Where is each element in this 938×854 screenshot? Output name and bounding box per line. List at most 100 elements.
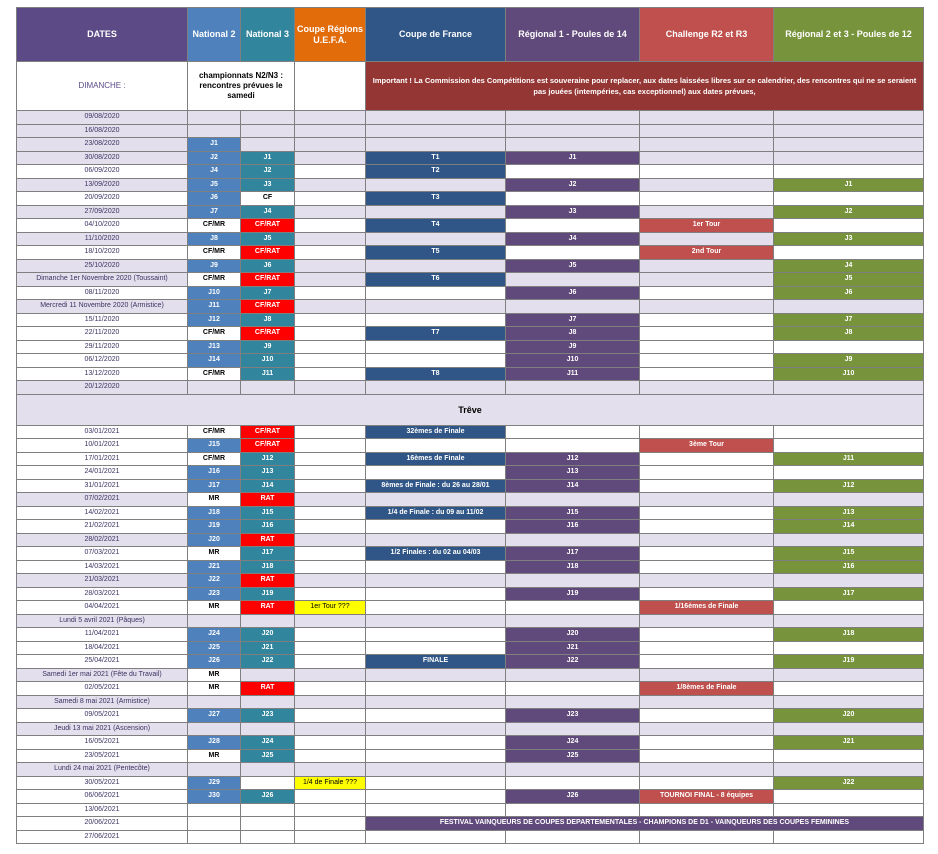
coupe-de-france-cell <box>365 829 506 844</box>
national3-cell: J26 <box>240 789 295 804</box>
coupe-de-france-cell <box>365 258 506 273</box>
challenge-cell: 3ème Tour <box>639 438 774 453</box>
coupe-de-france-cell <box>365 586 506 601</box>
regional23-cell <box>773 299 924 314</box>
coupe-regions-cell <box>294 748 366 763</box>
national3-cell: J12 <box>240 451 295 466</box>
table-row: 16/05/2021 J28 J24 J24 J21 <box>16 735 924 750</box>
coupe-de-france-cell <box>365 137 506 152</box>
header-regional1: Régional 1 - Poules de 14 <box>505 7 640 62</box>
coupe-regions-cell <box>294 546 366 561</box>
coupe-de-france-cell <box>365 532 506 547</box>
date-cell: 20/12/2020 <box>16 380 188 395</box>
coupe-de-france-cell: T6 <box>365 272 506 287</box>
date-cell: 11/10/2020 <box>16 231 188 246</box>
date-cell: 23/08/2020 <box>16 137 188 152</box>
national2-cell: J17 <box>187 478 241 493</box>
coupe-de-france-cell <box>365 775 506 790</box>
national3-cell: J14 <box>240 478 295 493</box>
date-cell: 24/01/2021 <box>16 465 188 480</box>
coupe-de-france-cell <box>365 640 506 655</box>
table-row: 03/01/2021 CF/MR CF/RAT 32èmes de Finale <box>16 424 924 439</box>
national3-cell: J11 <box>240 366 295 381</box>
date-cell: 04/04/2021 <box>16 600 188 615</box>
challenge-cell <box>639 802 774 817</box>
national2-cell: J6 <box>187 191 241 206</box>
regional1-cell <box>505 667 640 682</box>
coupe-de-france-cell <box>365 802 506 817</box>
date-cell: 07/03/2021 <box>16 546 188 561</box>
challenge-cell <box>639 492 774 507</box>
regional1-cell: J22 <box>505 654 640 669</box>
treve-section: Trêve <box>16 393 924 426</box>
coupe-de-france-cell <box>365 708 506 723</box>
national2-cell: J28 <box>187 735 241 750</box>
challenge-cell <box>639 613 774 628</box>
coupe-regions-cell <box>294 272 366 287</box>
regional23-cell: J8 <box>773 326 924 341</box>
table-row: 09/05/2021 J27 J23 J23 J20 <box>16 708 924 723</box>
date-cell: 16/05/2021 <box>16 735 188 750</box>
coupe-de-france-cell: T7 <box>365 326 506 341</box>
regional1-cell: J15 <box>505 505 640 520</box>
festival-cell: FESTIVAL VAINQUEURS DE COUPES DEPARTEMEN… <box>365 816 924 831</box>
coupe-de-france-cell <box>365 694 506 709</box>
date-cell: 08/11/2020 <box>16 285 188 300</box>
coupe-de-france-cell <box>365 721 506 736</box>
national3-cell <box>240 802 295 817</box>
table-row: Lundi 5 avril 2021 (Pâques) <box>16 613 924 628</box>
national2-cell <box>187 380 241 395</box>
coupe-de-france-cell: 1/4 de Finale : du 09 au 11/02 <box>365 505 506 520</box>
coupe-de-france-cell <box>365 312 506 327</box>
national2-cell <box>187 762 241 777</box>
table-row: 22/11/2020 CF/MR CF/RAT T7 J8 J8 <box>16 326 924 341</box>
regional23-cell <box>773 380 924 395</box>
coupe-de-france-cell: T5 <box>365 245 506 260</box>
national3-cell: J23 <box>240 708 295 723</box>
coupe-regions-cell: 1/4 de Finale ??? <box>294 775 366 790</box>
date-cell: 09/05/2021 <box>16 708 188 723</box>
challenge-cell <box>639 380 774 395</box>
regional23-cell <box>773 532 924 547</box>
table-row: 29/11/2020 J13 J9 J9 <box>16 339 924 354</box>
table-row: 13/09/2020 J5 J3 J2 J1 <box>16 177 924 192</box>
header-row: DATES National 2 National 3 Coupe Région… <box>16 7 924 62</box>
national3-cell: J17 <box>240 546 295 561</box>
national2-cell: J15 <box>187 438 241 453</box>
coupe-de-france-cell <box>365 380 506 395</box>
national2-cell: CF/MR <box>187 218 241 233</box>
regional23-cell <box>773 667 924 682</box>
regional1-cell: J7 <box>505 312 640 327</box>
regional1-cell <box>505 681 640 696</box>
national3-cell: J22 <box>240 654 295 669</box>
date-cell: Lundi 5 avril 2021 (Pâques) <box>16 613 188 628</box>
national3-cell: CF/RAT <box>240 438 295 453</box>
regional1-cell: J26 <box>505 789 640 804</box>
regional23-cell <box>773 681 924 696</box>
date-cell: 21/02/2021 <box>16 519 188 534</box>
date-cell: Mercredi 11 Novembre 2020 (Armistice) <box>16 299 188 314</box>
challenge-cell <box>639 258 774 273</box>
coupe-de-france-cell <box>365 465 506 480</box>
national2-cell: MR <box>187 667 241 682</box>
national3-cell: J19 <box>240 586 295 601</box>
national3-cell: J18 <box>240 559 295 574</box>
regional1-cell <box>505 721 640 736</box>
regional1-cell: J20 <box>505 627 640 642</box>
challenge-cell <box>639 762 774 777</box>
regional1-cell <box>505 299 640 314</box>
coupe-de-france-cell: T1 <box>365 150 506 165</box>
coupe-regions-cell <box>294 451 366 466</box>
coupe-regions-cell <box>294 789 366 804</box>
coupe-regions-cell <box>294 667 366 682</box>
regional23-cell <box>773 492 924 507</box>
challenge-cell <box>639 424 774 439</box>
coupe-regions-cell <box>294 191 366 206</box>
challenge-cell <box>639 694 774 709</box>
challenge-cell <box>639 204 774 219</box>
national3-cell: RAT <box>240 532 295 547</box>
coupe-regions-cell <box>294 366 366 381</box>
regional1-cell: J12 <box>505 451 640 466</box>
table-row: 15/11/2020 J12 J8 J7 J7 <box>16 312 924 327</box>
challenge-cell <box>639 366 774 381</box>
